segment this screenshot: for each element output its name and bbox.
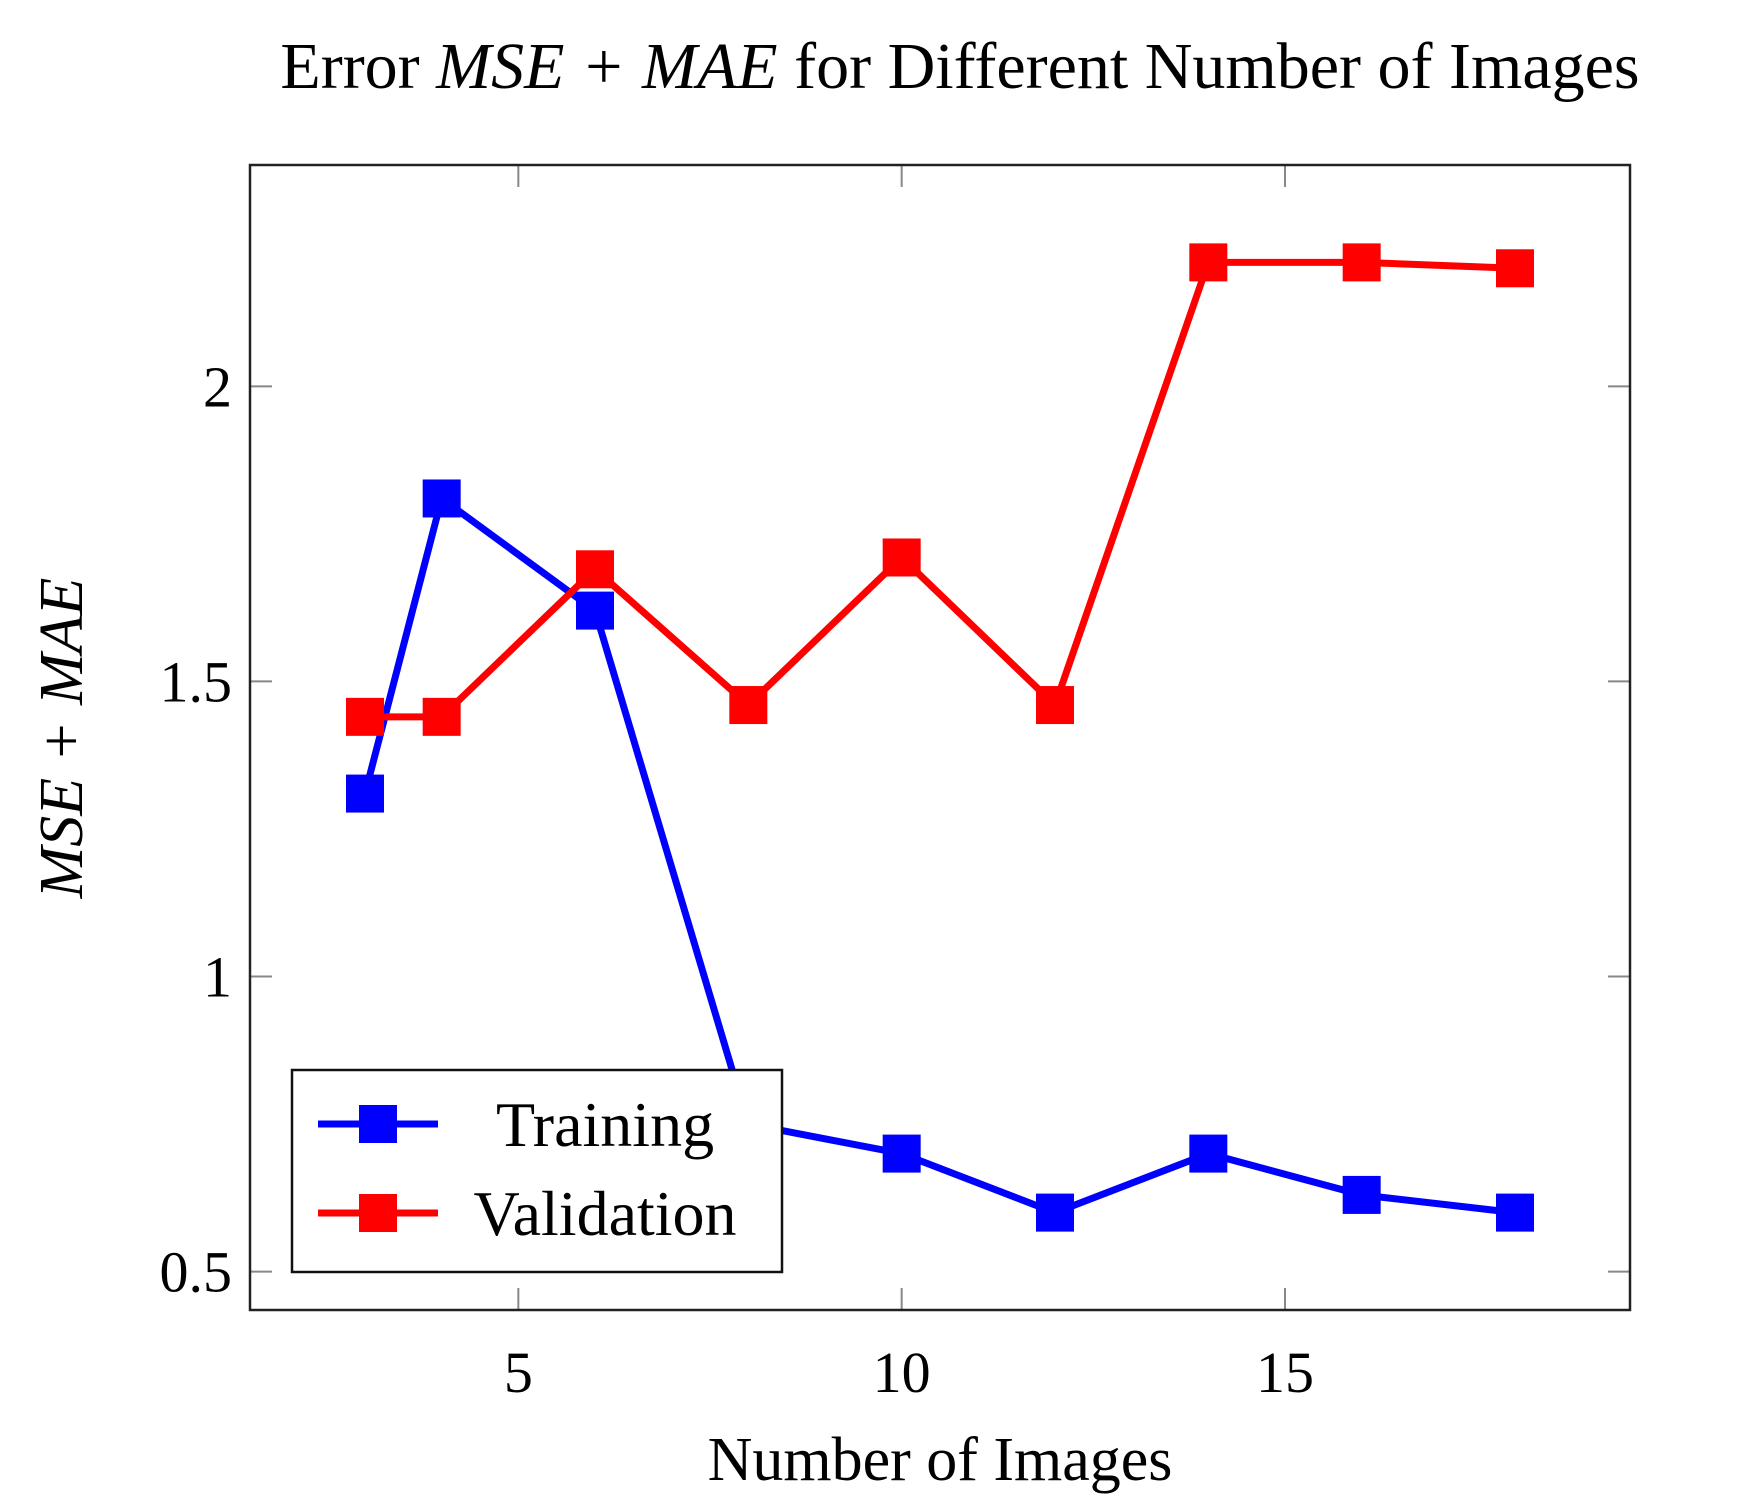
y-tick-label: 0.5 [160,1240,233,1305]
x-tick-labels: 5 10 15 [504,1340,1314,1405]
series-layer [346,243,1534,1232]
point-validation [1189,243,1228,282]
x-tick-label: 5 [504,1340,533,1405]
point-training [882,1134,921,1173]
x-tick-label: 10 [873,1340,931,1405]
point-training [1189,1134,1228,1173]
legend-box [290,1068,784,1274]
chart-title-suffix: for Different Number of Images [778,30,1640,103]
point-validation [346,697,384,736]
y-tick-labels: 0.5 1 1.5 2 [160,354,233,1304]
point-validation [1496,249,1534,288]
point-validation [1036,686,1074,725]
point-training [576,591,614,630]
axis-ticks [250,165,1630,1310]
legend: Training Validation [290,1068,784,1274]
point-training [1036,1193,1074,1232]
point-training [422,479,461,518]
y-axis-label: MSE + MAE [28,578,96,900]
point-validation [729,686,768,725]
x-tick-label: 15 [1256,1340,1314,1405]
y-tick-label: 1 [203,945,232,1010]
point-validation [576,550,614,589]
point-validation [882,538,921,577]
point-validation [1342,243,1381,282]
y-tick-label: 2 [203,354,232,419]
legend-label-training: Training [496,1089,714,1160]
point-training [1496,1193,1534,1232]
point-training [346,774,384,813]
plot-frame [248,163,1632,1312]
legend-marker-validation [359,1194,397,1232]
y-tick-label: 1.5 [160,649,233,714]
series-line-validation [365,258,1516,721]
x-axis-label: Number of Images [708,1426,1173,1494]
chart-title-prefix: Error [280,30,436,103]
legend-label-validation: Validation [473,1178,736,1249]
point-validation [422,697,461,736]
chart-title-math: MSE + MAE [435,30,777,103]
chart-title: Error MSE + MAE for Different Number of … [280,30,1639,103]
point-training [1342,1175,1381,1214]
legend-marker-training [359,1105,397,1143]
